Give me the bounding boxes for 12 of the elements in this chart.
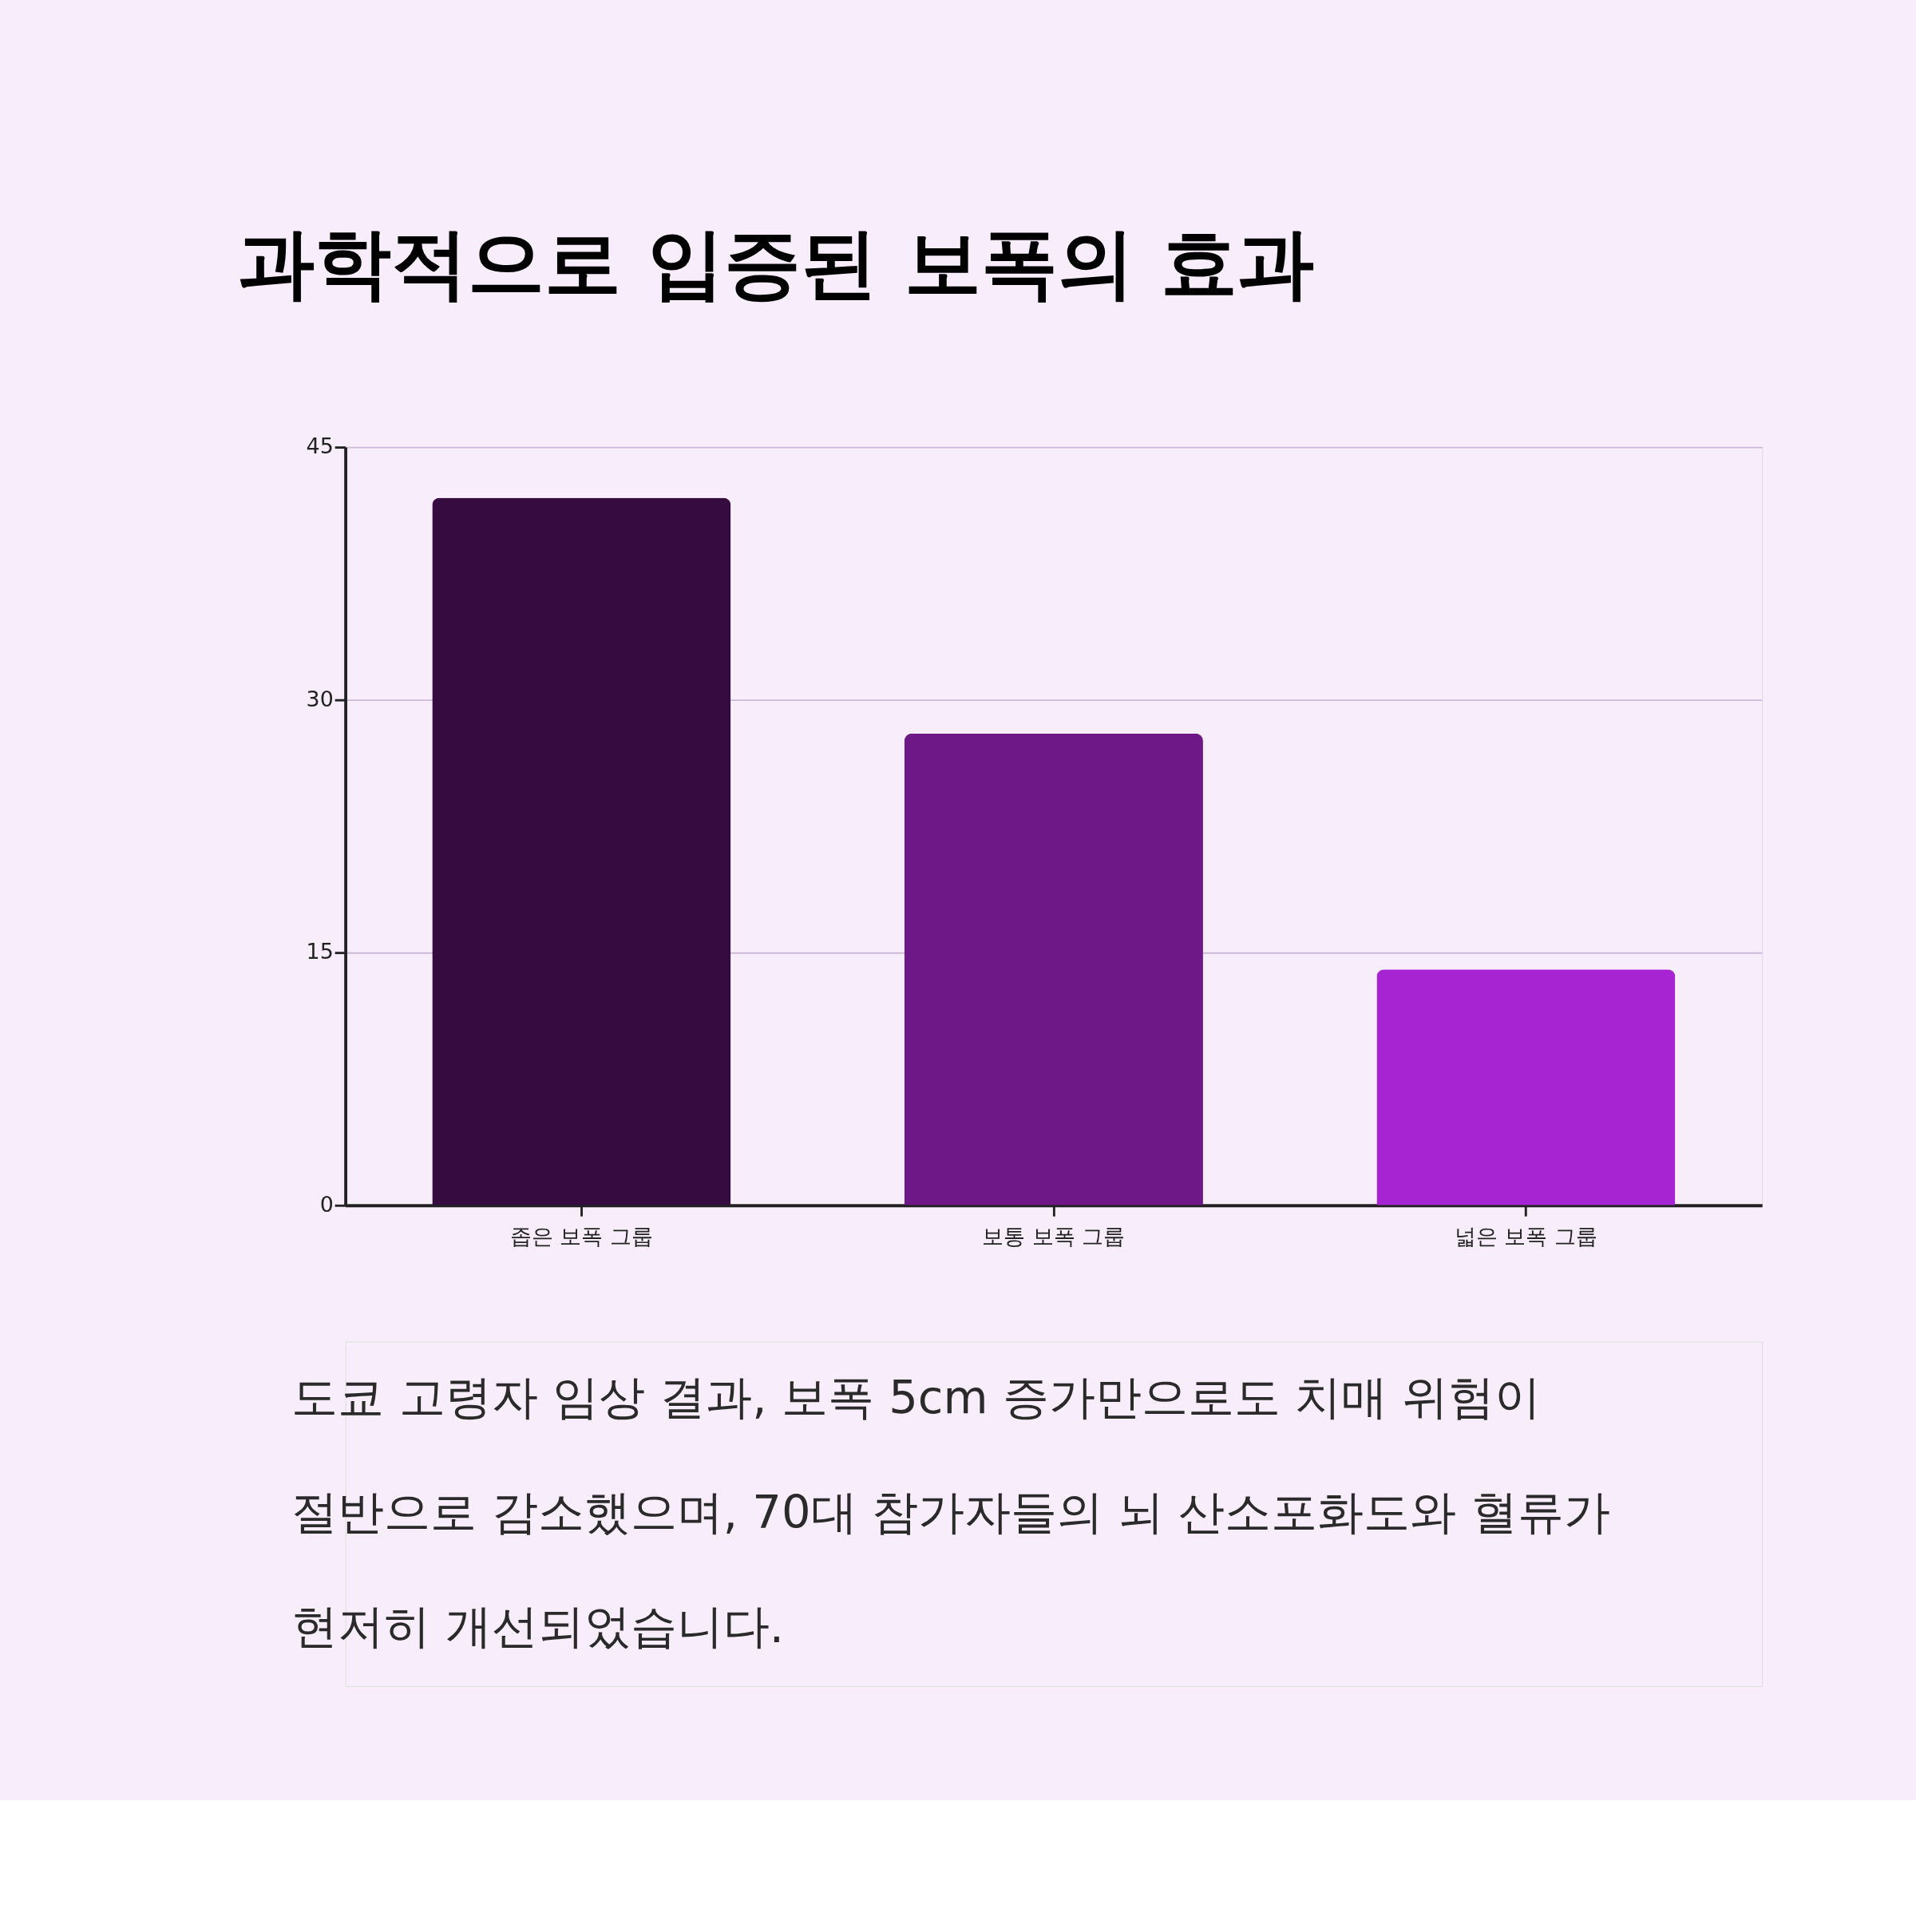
- y-tick-label: 0: [319, 1191, 334, 1217]
- bar: [1376, 969, 1676, 1206]
- bar: [904, 733, 1203, 1206]
- x-tick-label: 보통 보폭 그룹: [982, 1224, 1126, 1249]
- y-tick-label: 15: [306, 939, 334, 964]
- chart-title: 과학적으로 입증된 보폭의 효과: [237, 218, 1315, 308]
- y-tick-label: 45: [306, 434, 334, 459]
- x-tick-label: 넓은 보폭 그룹: [1454, 1224, 1597, 1249]
- bar: [432, 497, 731, 1206]
- x-tick-label: 좁은 보폭 그룹: [509, 1224, 653, 1249]
- y-tick-label: 30: [306, 686, 334, 711]
- text: 도쿄 고령자 임상 결과, 보폭 5cm 증가만으로도 치매 위험이 절반으로 감소했으며, 70대 참가자들의 뇌 산소포화도와 혈류가 현저히 개선되었습니다.: [291, 1370, 1610, 1654]
